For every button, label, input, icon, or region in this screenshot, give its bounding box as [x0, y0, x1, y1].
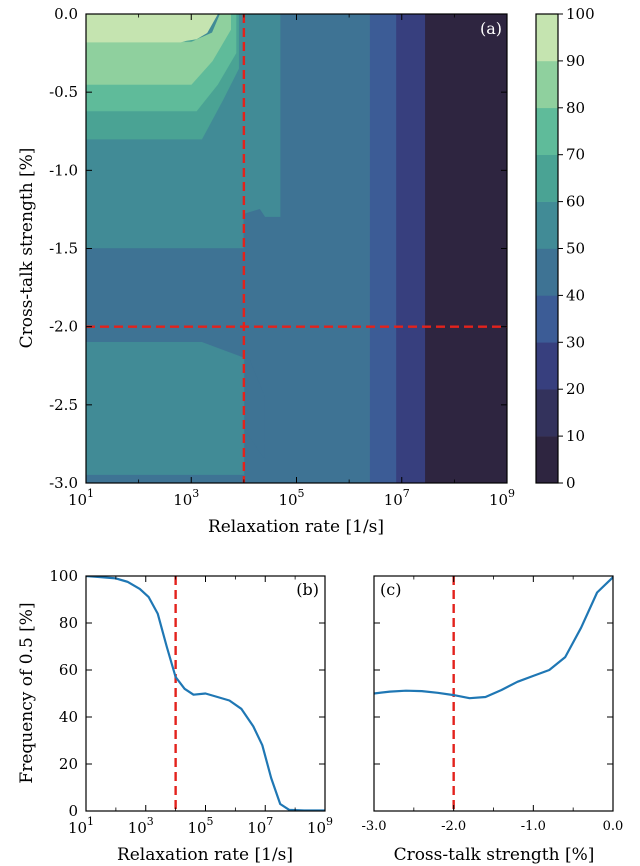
panel-c-x-tick-label: -1.0 — [521, 819, 546, 834]
contour-regions — [86, 14, 507, 483]
panel-c-x-tick-label: 0.0 — [603, 819, 624, 834]
colorbar-tick-label: 100 — [566, 5, 595, 23]
panel-b-y-axis-label: Frequency of 0.5 [%] — [17, 602, 37, 783]
panel-b-x-tick-label: 105 — [187, 815, 213, 837]
colorbar-tick-label: 40 — [566, 286, 585, 304]
panel-b-x-tick-label: 107 — [247, 815, 273, 837]
colorbar-band — [536, 107, 558, 155]
panel-c-line: -3.0 -2.0 -1.0 0.0 (c) Cross-talk strength … — [361, 575, 623, 865]
colorbar-band — [536, 248, 558, 296]
panel-b-y-tick-label: 80 — [59, 614, 78, 632]
panel-c-x-tick-label: -3.0 — [361, 819, 386, 834]
reference-lines — [86, 14, 507, 483]
panel-b-y-tick-label: 40 — [59, 708, 78, 726]
colorbar-band — [536, 60, 558, 109]
contour-region-2 — [86, 341, 245, 476]
series-line — [374, 576, 613, 700]
contour-region-8 — [86, 14, 231, 85]
panel-c-x-tick-label: -2.0 — [441, 819, 466, 834]
contour-region-4 — [396, 14, 429, 483]
panel-b-x-tick-label: 103 — [128, 815, 154, 837]
panel-c-x-axis-label: Cross-talk strength [%] — [394, 845, 595, 865]
colorbar-band — [536, 389, 558, 437]
panel-a-x-tick-label: 107 — [384, 487, 410, 509]
colorbar-band — [536, 295, 558, 343]
panel-a-label: (a) — [480, 19, 502, 38]
panel-b-x-ticks: 101 103 105 107 109 — [68, 576, 333, 837]
panel-a-y-tick-label: -0.5 — [49, 83, 78, 101]
colorbar-bands — [536, 14, 558, 484]
colorbar-band — [536, 201, 558, 249]
panel-b-x-tick-label: 109 — [307, 815, 333, 837]
panel-c-y-ticks — [374, 575, 613, 812]
panel-a-y-tick-label: -2.5 — [49, 396, 78, 414]
colorbar-tick-label: 20 — [566, 380, 585, 398]
panel-a-x-tick-label: 103 — [173, 487, 199, 509]
panel-a-y-tick-label: -1.0 — [49, 161, 78, 179]
colorbar-ticks: 0 10 20 30 40 50 60 70 80 90 100 — [558, 5, 595, 492]
colorbar-tick-label: 10 — [566, 427, 585, 445]
colorbar-band — [536, 342, 558, 390]
colorbar-tick-label: 0 — [566, 474, 576, 492]
colorbar-tick-label: 70 — [566, 146, 585, 164]
colorbar-tick-label: 80 — [566, 99, 585, 117]
panel-c-x-ticks: -3.0 -2.0 -1.0 0.0 — [361, 576, 623, 834]
series-line — [86, 576, 325, 811]
panel-b-y-tick-label: 0 — [68, 802, 78, 820]
panel-b-label: (b) — [296, 580, 319, 599]
colorbar-band — [536, 436, 558, 484]
panel-a-y-tick-label: -3.0 — [49, 474, 78, 492]
panel-b-x-axis-label: Relaxation rate [1/s] — [117, 845, 293, 865]
colorbar-band — [536, 154, 558, 202]
panel-b-y-ticks: 0 20 40 60 80 100 — [49, 567, 325, 820]
panel-a-y-ticks: 0.0 -0.5 -1.0 -1.5 -2.0 -2.5 -3.0 — [49, 5, 507, 492]
contour-region-9 — [86, 14, 218, 43]
colorbar-tick-label: 50 — [566, 240, 585, 258]
panel-a-contour: 101 103 105 107 109 0.0-0.5-1.0-1.5-2.0-2.5-… — [17, 5, 515, 537]
panel-a-y-axis-label: Cross-talk strength [%] — [17, 148, 37, 349]
panel-b-y-tick-label: 60 — [59, 661, 78, 679]
contour-region-11 — [86, 474, 245, 483]
colorbar-band — [536, 14, 558, 62]
panel-c-label: (c) — [380, 580, 401, 599]
contour-region-5 — [425, 14, 507, 483]
colorbar-tick-label: 60 — [566, 193, 585, 211]
colorbar-tick-label: 90 — [566, 52, 585, 70]
panel-a-y-tick-label: -1.5 — [49, 240, 78, 258]
panel-a-x-tick-label: 105 — [278, 487, 304, 509]
panel-b-series — [86, 576, 325, 811]
panel-a-y-tick-label: 0.0 — [54, 5, 78, 23]
panel-a-x-axis-label: Relaxation rate [1/s] — [208, 517, 384, 537]
colorbar: 0 10 20 30 40 50 60 70 80 90 100 — [535, 5, 595, 492]
panel-c-series — [374, 576, 613, 700]
panel-b-y-tick-label: 100 — [49, 567, 78, 585]
colorbar-tick-label: 30 — [566, 333, 585, 351]
panel-b-y-tick-label: 20 — [59, 755, 78, 773]
panel-a-y-tick-label: -2.0 — [49, 318, 78, 336]
panel-a-x-tick-label: 109 — [489, 487, 515, 509]
